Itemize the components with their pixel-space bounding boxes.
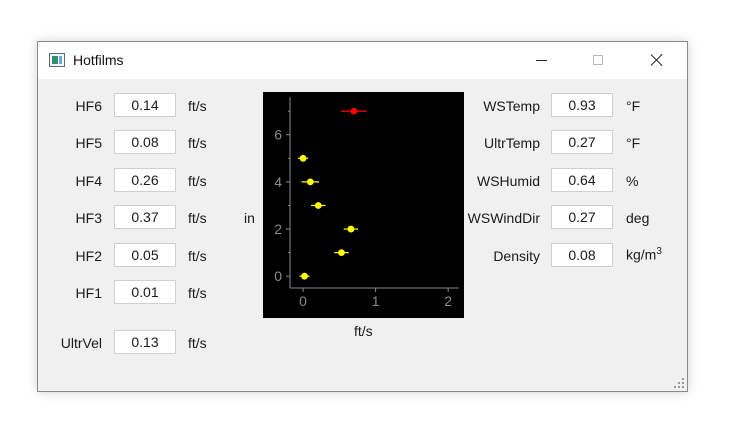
wswinddir-label: WSWindDir <box>467 210 540 226</box>
hf6-label: HF6 <box>75 98 102 114</box>
wshumid-field[interactable]: 0.64 <box>551 168 613 192</box>
minimize-button[interactable] <box>519 42 565 79</box>
hf4-field[interactable]: 0.26 <box>114 168 176 192</box>
maximize-icon <box>593 55 603 65</box>
wshumid-label: WSHumid <box>476 173 540 189</box>
data-point <box>350 107 358 115</box>
data-point <box>299 154 307 162</box>
density-field[interactable]: 0.08 <box>551 243 613 267</box>
hotfilms-window: Hotfilms HF6 0.14 ft/s HF5 0.08 ft/s HF4… <box>37 41 688 392</box>
y-tick-label: 2 <box>274 221 282 237</box>
density-unit: kg/m3 <box>626 246 662 263</box>
ultrvel-unit: ft/s <box>188 335 207 351</box>
wstemp-field[interactable]: 0.93 <box>551 93 613 117</box>
hf1-field[interactable]: 0.01 <box>114 280 176 304</box>
hf3-unit: ft/s <box>188 210 207 226</box>
data-point <box>338 249 345 257</box>
y-tick-label: 4 <box>274 174 282 190</box>
wstemp-label: WSTemp <box>483 98 540 114</box>
window-title: Hotfilms <box>73 52 124 68</box>
maximize-button[interactable] <box>575 42 621 79</box>
wswinddir-unit: deg <box>626 210 650 226</box>
close-icon <box>650 53 664 67</box>
data-point <box>314 202 322 209</box>
close-button[interactable] <box>635 42 681 79</box>
wswinddir-field[interactable]: 0.27 <box>551 205 613 229</box>
minimize-icon <box>536 60 547 61</box>
hf5-unit: ft/s <box>188 135 207 151</box>
x-tick-label: 2 <box>444 293 452 309</box>
wstemp-unit: °F <box>626 98 641 114</box>
hf2-label: HF2 <box>75 248 102 264</box>
hf6-field[interactable]: 0.14 <box>114 93 176 117</box>
hf1-label: HF1 <box>75 285 102 301</box>
hf2-field[interactable]: 0.05 <box>114 243 176 267</box>
x-axis-label: ft/s <box>354 323 373 339</box>
hf4-unit: ft/s <box>188 173 207 189</box>
ultrtemp-label: UltrTemp <box>483 135 540 151</box>
y-tick-label: 6 <box>274 127 282 143</box>
title-bar[interactable]: Hotfilms <box>38 42 687 79</box>
hf5-label: HF5 <box>75 135 102 151</box>
ultrvel-label: UltrVel <box>60 335 102 351</box>
data-point <box>347 225 355 233</box>
wshumid-unit: % <box>626 173 639 189</box>
ultrtemp-unit: °F <box>626 135 641 151</box>
data-point <box>306 178 314 186</box>
hf3-field[interactable]: 0.37 <box>114 205 176 229</box>
hf1-unit: ft/s <box>188 285 207 301</box>
app-window-icon <box>49 53 65 67</box>
velocity-profile-plot: 0 1 2 0 2 4 6 <box>263 92 464 318</box>
y-tick-label: 0 <box>274 268 282 284</box>
x-tick-label: 0 <box>299 293 307 309</box>
ultrvel-field[interactable]: 0.13 <box>114 330 176 354</box>
hf4-label: HF4 <box>75 173 102 189</box>
x-tick-label: 1 <box>372 293 380 309</box>
ultrtemp-field[interactable]: 0.27 <box>551 130 613 154</box>
hf5-field[interactable]: 0.08 <box>114 130 176 154</box>
data-point <box>301 272 308 280</box>
hf6-unit: ft/s <box>188 98 207 114</box>
density-label: Density <box>493 248 540 264</box>
plot-svg: 0 1 2 0 2 4 6 <box>274 97 459 309</box>
y-axis-label: in <box>244 210 255 226</box>
hf2-unit: ft/s <box>188 248 207 264</box>
resize-grip-icon[interactable] <box>674 378 684 388</box>
density-unit-base: kg/m <box>626 246 657 263</box>
hf3-label: HF3 <box>75 210 102 226</box>
density-unit-exponent: 3 <box>656 246 662 257</box>
